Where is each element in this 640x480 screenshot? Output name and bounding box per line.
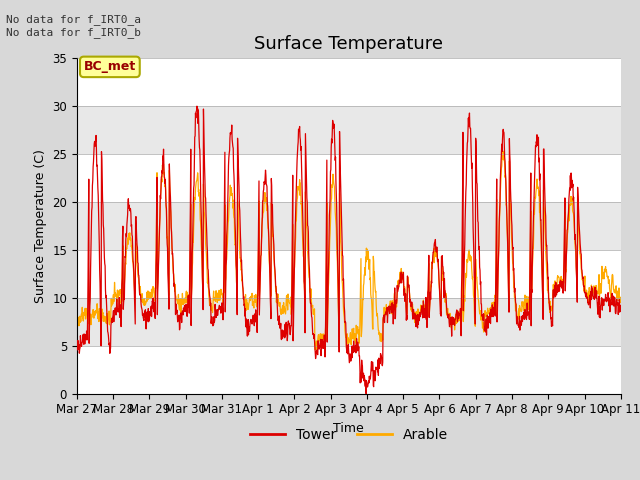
- Text: BC_met: BC_met: [84, 60, 136, 73]
- Arable: [304, 249, 312, 254]
- Arable: [137, 297, 145, 302]
- Title: Surface Temperature: Surface Temperature: [254, 35, 444, 53]
- Tower: [137, 301, 145, 307]
- Line: Tower: Tower: [77, 106, 621, 394]
- Legend: Tower, Arable: Tower, Arable: [244, 422, 453, 447]
- Arable: [316, 338, 323, 344]
- Arable: [115, 293, 123, 299]
- Arable: [383, 312, 390, 318]
- Bar: [77, 250, 621, 298]
- Tower: [383, 305, 391, 311]
- Arable: [73, 319, 81, 325]
- Line: Arable: Arable: [77, 151, 621, 350]
- Arable: [499, 148, 507, 154]
- Tower: [115, 305, 123, 311]
- Tower: [193, 103, 201, 109]
- Y-axis label: Surface Temperature (C): Surface Temperature (C): [34, 149, 47, 302]
- Tower: [73, 345, 81, 351]
- Tower: [325, 238, 333, 244]
- X-axis label: Time: Time: [333, 422, 364, 435]
- Bar: [77, 346, 621, 394]
- Tower: [362, 391, 370, 396]
- Arable: [617, 295, 625, 301]
- Tower: [617, 303, 625, 309]
- Text: No data for f_IRT0_a
No data for f_IRT0_b: No data for f_IRT0_a No data for f_IRT0_…: [6, 14, 141, 38]
- Tower: [304, 224, 312, 229]
- Arable: [325, 266, 333, 272]
- Arable: [312, 347, 319, 353]
- Bar: [77, 154, 621, 202]
- Tower: [316, 346, 323, 352]
- Bar: [77, 58, 621, 106]
